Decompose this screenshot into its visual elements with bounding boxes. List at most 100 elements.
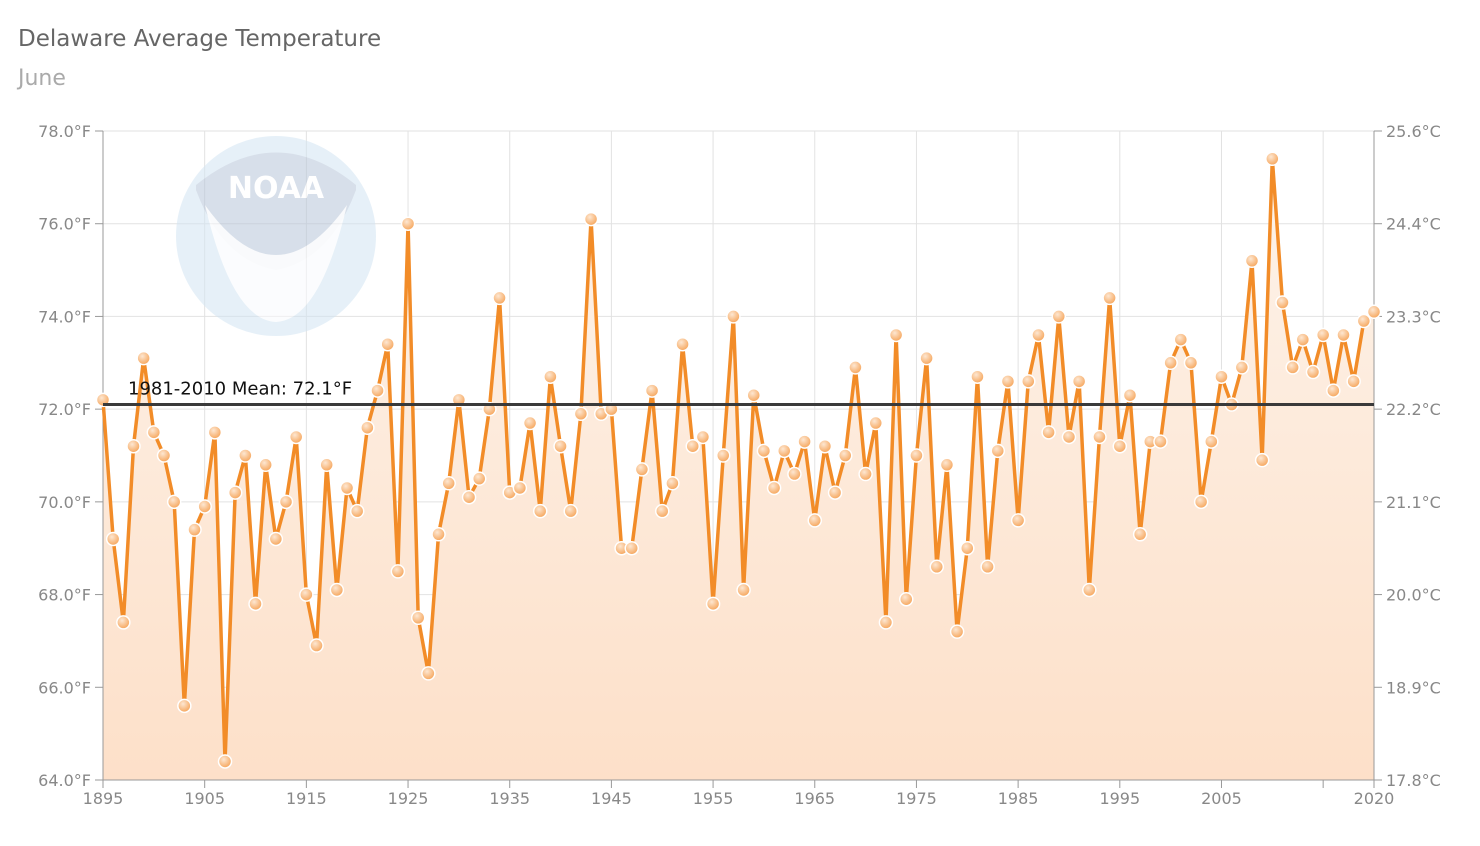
data-point [888, 327, 904, 343]
x-tick-label: 1895 [83, 789, 124, 808]
y-tick-label: 72.0°F [38, 400, 91, 419]
x-tick-label: 2005 [1201, 789, 1242, 808]
y-tick-label: 76.0°F [38, 215, 91, 234]
data-point [1275, 295, 1290, 310]
data-point [258, 457, 273, 473]
data-point [756, 443, 772, 459]
data-point [177, 698, 192, 714]
x-tick-label: 1945 [591, 789, 632, 808]
data-point [146, 425, 162, 440]
data-point [278, 494, 294, 510]
data-point [1315, 327, 1331, 343]
data-point [949, 624, 965, 639]
data-point [644, 383, 660, 398]
data-point [380, 336, 395, 352]
data-point [116, 615, 131, 630]
data-point [563, 503, 578, 519]
data-point [980, 559, 995, 575]
data-point [1051, 309, 1067, 324]
data-point [1366, 304, 1382, 320]
data-point [726, 309, 741, 324]
data-point [960, 540, 975, 556]
data-point [410, 610, 426, 625]
data-point [1336, 327, 1351, 343]
data-point [746, 387, 761, 403]
data-point [939, 457, 955, 473]
x-tick-label: 1985 [998, 789, 1039, 808]
data-point [512, 480, 528, 496]
data-point [431, 527, 446, 542]
data-point [777, 443, 792, 459]
data-point [1102, 290, 1117, 306]
data-point [1214, 369, 1229, 384]
data-point [675, 336, 690, 352]
data-point [471, 471, 487, 486]
data-point [288, 429, 304, 445]
data-point [339, 480, 355, 496]
data-point [309, 638, 324, 653]
data-point [573, 406, 589, 422]
data-point [217, 754, 233, 769]
data-point [543, 369, 558, 384]
y-tick-label: 68.0°F [38, 586, 91, 605]
chart-subtitle: June [18, 66, 66, 91]
y-tick-label: 66.0°F [38, 678, 91, 697]
data-point [1000, 374, 1016, 389]
data-point [349, 503, 365, 519]
data-point [421, 666, 436, 681]
data-point [878, 615, 894, 630]
data-point [1204, 434, 1219, 449]
data-point [461, 489, 477, 505]
data-point [227, 485, 243, 500]
data-point [1092, 429, 1107, 445]
data-point [532, 503, 548, 519]
svg-text:NOAA: NOAA [228, 171, 325, 206]
data-point [1163, 355, 1178, 371]
y2-tick-label: 21.1°C [1386, 493, 1441, 512]
data-point [685, 438, 700, 454]
data-point [919, 350, 934, 366]
x-tick-label: 1965 [794, 789, 835, 808]
data-point [1071, 374, 1087, 389]
data-point [909, 448, 924, 463]
y2-tick-label: 17.8°C [1386, 771, 1441, 790]
data-point [1173, 332, 1189, 347]
data-point [1346, 374, 1361, 389]
data-point [1305, 364, 1321, 380]
data-point [329, 582, 345, 598]
data-point [1132, 527, 1148, 542]
data-point [441, 476, 456, 491]
data-point [1254, 452, 1270, 468]
data-point [827, 485, 843, 500]
data-point [1061, 429, 1077, 445]
data-point [990, 443, 1006, 459]
data-point [807, 513, 823, 528]
data-point [187, 522, 202, 537]
data-point [705, 596, 721, 612]
data-point [1193, 494, 1209, 510]
data-point [583, 211, 599, 227]
y-tick-label: 78.0°F [38, 122, 91, 141]
data-point [1041, 425, 1056, 440]
data-point [665, 476, 680, 491]
data-point [522, 415, 538, 431]
x-tick-label: 1925 [388, 789, 429, 808]
data-point [105, 531, 121, 547]
y2-tick-label: 18.9°C [1386, 678, 1441, 697]
data-point [634, 462, 650, 477]
data-point [1326, 383, 1341, 398]
x-tick-label: 1995 [1099, 789, 1140, 808]
data-point [929, 559, 945, 575]
data-point [1183, 355, 1199, 371]
y-tick-label: 64.0°F [38, 771, 91, 790]
data-point [1265, 151, 1280, 167]
data-point [848, 360, 863, 375]
x-tick-label: 1935 [489, 789, 530, 808]
x-tick-label: 1915 [286, 789, 327, 808]
data-point [197, 499, 212, 514]
data-point [868, 415, 884, 431]
data-point [970, 369, 985, 384]
x-tick-label: 1975 [896, 789, 937, 808]
data-point [370, 383, 385, 398]
